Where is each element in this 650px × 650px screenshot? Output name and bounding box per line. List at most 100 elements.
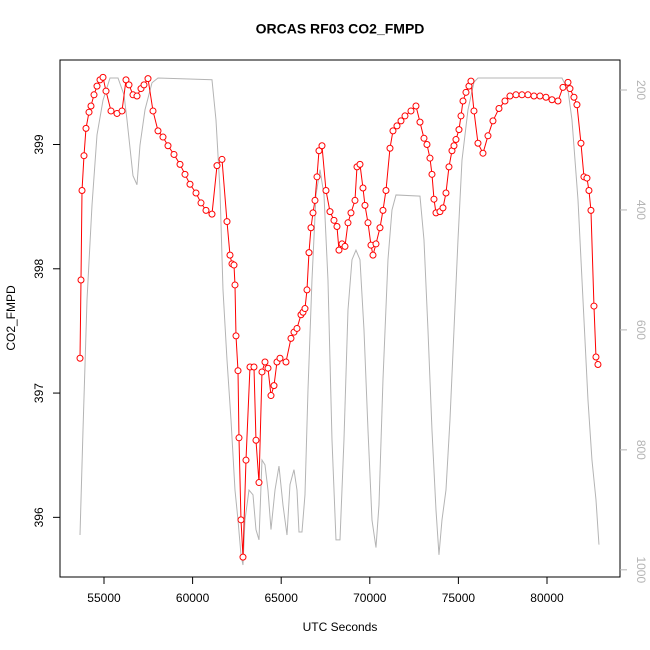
y2-tick-label: 800 [634, 440, 648, 460]
data-point [208, 210, 216, 218]
data-point [232, 332, 240, 340]
x-tick-label: 75000 [442, 591, 476, 605]
data-point [303, 286, 311, 294]
data-point [341, 242, 349, 250]
data-point [176, 160, 184, 168]
data-point [356, 160, 364, 168]
data-point [76, 354, 84, 362]
data-point [382, 186, 390, 194]
x-tick-label: 55000 [87, 591, 121, 605]
data-point [230, 261, 238, 269]
data-point [423, 141, 431, 149]
data-point [133, 92, 141, 100]
data-point [530, 92, 538, 100]
data-point [102, 87, 110, 95]
data-point [235, 434, 243, 442]
data-point [122, 76, 130, 84]
data-point [361, 201, 369, 209]
data-point [587, 206, 595, 214]
data-point [144, 75, 152, 83]
data-point [93, 82, 101, 90]
data-point [452, 136, 460, 144]
data-point [445, 163, 453, 171]
data-point [307, 224, 315, 232]
data-point [78, 186, 86, 194]
data-point [416, 118, 424, 126]
data-point [267, 392, 275, 400]
data-point [237, 516, 245, 524]
data-point [90, 91, 98, 99]
data-point [335, 246, 343, 254]
data-point [548, 96, 556, 104]
data-point [255, 479, 263, 487]
data-point [594, 360, 602, 368]
data-point [125, 81, 133, 89]
data-point [107, 107, 115, 115]
data-point [85, 108, 93, 116]
data-point [379, 206, 387, 214]
data-point [293, 324, 301, 332]
data-point [77, 276, 85, 284]
data-point [566, 85, 574, 93]
data-point [393, 122, 401, 130]
x-axis-label: UTC Seconds [303, 620, 378, 634]
data-point [202, 206, 210, 214]
data-point [250, 363, 258, 371]
data-point [322, 186, 330, 194]
data-point [287, 334, 295, 342]
data-point [270, 382, 278, 390]
data-point [226, 251, 234, 259]
data-point [164, 142, 172, 150]
data-point [186, 180, 194, 188]
data-point [467, 77, 475, 85]
data-point [559, 83, 567, 91]
data-point [592, 353, 600, 361]
data-point [154, 127, 162, 135]
data-point [506, 92, 514, 100]
data-point [330, 216, 338, 224]
data-point [364, 219, 372, 227]
data-point [389, 127, 397, 135]
data-point [501, 97, 509, 105]
data-point [495, 104, 503, 112]
data-point [318, 142, 326, 150]
data-point [181, 170, 189, 178]
data-point [585, 186, 593, 194]
data-point [218, 155, 226, 163]
y-axis-label: CO2_FMPD [4, 285, 18, 351]
data-point [213, 162, 221, 170]
data-point [333, 223, 341, 231]
data-point [234, 367, 242, 375]
y2-tick-label: 400 [634, 200, 648, 220]
data-point [442, 189, 450, 197]
data-point [430, 195, 438, 203]
x-tick-label: 65000 [265, 591, 299, 605]
data-point [282, 358, 290, 366]
data-point [309, 209, 317, 217]
data-point [369, 251, 377, 259]
data-point [376, 224, 384, 232]
y-tick-label: 397 [32, 383, 46, 403]
data-point [242, 456, 250, 464]
data-point [347, 209, 355, 217]
data-point [159, 133, 167, 141]
y2-tick-label: 600 [634, 320, 648, 340]
y-tick-label: 398 [32, 258, 46, 278]
data-point [439, 204, 447, 212]
x-tick-label: 80000 [530, 591, 564, 605]
data-point [261, 358, 269, 366]
data-point [573, 101, 581, 109]
data-point [311, 196, 319, 204]
data-point [372, 240, 380, 248]
data-point [484, 132, 492, 140]
data-point [313, 173, 321, 181]
data-point [223, 218, 231, 226]
data-point [82, 124, 90, 132]
data-point [87, 102, 95, 110]
data-point [489, 117, 497, 125]
data-point [99, 73, 107, 81]
data-point [359, 184, 367, 192]
data-point [479, 149, 487, 157]
